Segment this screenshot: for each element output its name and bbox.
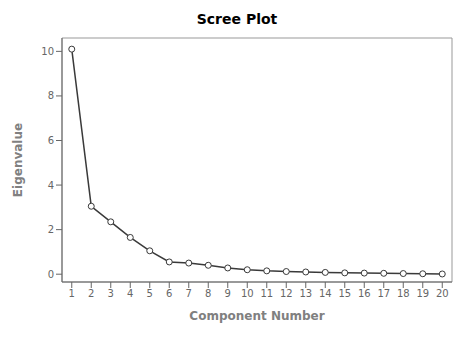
svg-text:8: 8 [48, 90, 54, 101]
svg-text:16: 16 [358, 288, 371, 299]
svg-text:4: 4 [127, 288, 133, 299]
svg-text:15: 15 [338, 288, 351, 299]
svg-text:10: 10 [241, 288, 254, 299]
svg-text:Eigenvalue: Eigenvalue [11, 123, 25, 197]
svg-text:1: 1 [69, 288, 75, 299]
svg-text:17: 17 [377, 288, 390, 299]
svg-text:0: 0 [48, 269, 54, 280]
svg-text:Component Number: Component Number [189, 309, 324, 323]
svg-text:14: 14 [319, 288, 332, 299]
svg-text:13: 13 [299, 288, 312, 299]
svg-text:6: 6 [48, 135, 54, 146]
svg-text:4: 4 [48, 180, 54, 191]
svg-text:7: 7 [186, 288, 192, 299]
svg-text:18: 18 [397, 288, 410, 299]
svg-text:9: 9 [225, 288, 231, 299]
svg-text:5: 5 [147, 288, 153, 299]
svg-text:12: 12 [280, 288, 293, 299]
html-text:Scree Plot: Scree Plot [196, 11, 278, 27]
svg-text:6: 6 [166, 288, 172, 299]
svg-text:2: 2 [88, 288, 94, 299]
svg-text:2: 2 [48, 224, 54, 235]
svg-text:3: 3 [108, 288, 114, 299]
svg-text:20: 20 [436, 288, 449, 299]
svg-text:19: 19 [416, 288, 429, 299]
svg-text:10: 10 [41, 46, 54, 57]
svg-text:11: 11 [260, 288, 273, 299]
svg-text:8: 8 [205, 288, 211, 299]
